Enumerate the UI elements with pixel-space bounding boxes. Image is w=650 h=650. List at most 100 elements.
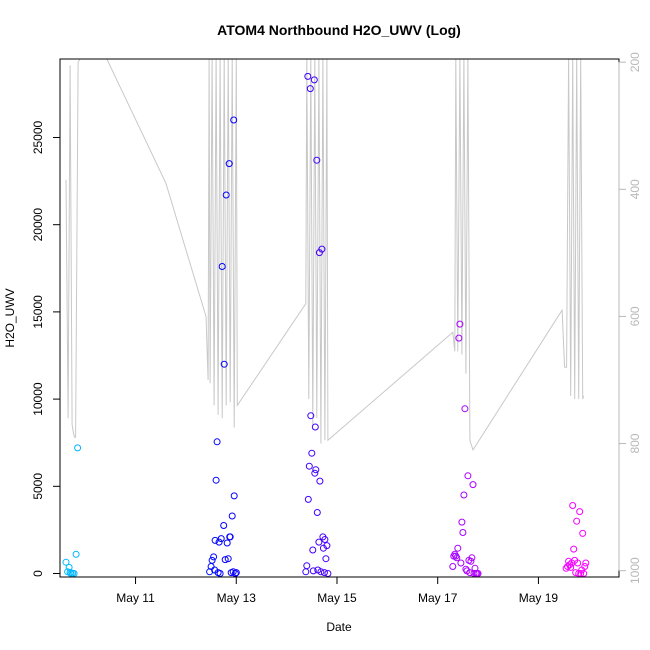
data-point (225, 160, 233, 168)
data-point (562, 564, 570, 572)
data-point (74, 444, 82, 452)
data-point (304, 72, 312, 80)
data-point (229, 568, 237, 576)
data-point (220, 522, 228, 529)
data-point (224, 555, 232, 563)
x-tick-label: May 13 (217, 591, 257, 605)
data-point (579, 529, 587, 537)
data-point (220, 360, 228, 368)
data-point (453, 554, 461, 562)
x-tick-label: May 19 (519, 591, 559, 605)
data-point (72, 550, 80, 558)
data-point (572, 569, 580, 577)
data-point (313, 509, 321, 516)
data-point (221, 556, 229, 564)
data-point (324, 570, 332, 577)
secondary-tick-label: 800 (628, 433, 642, 453)
data-point (215, 538, 223, 546)
data-point (313, 156, 321, 164)
data-point (569, 502, 577, 509)
y-tick-label: 5000 (31, 473, 45, 500)
data-point (232, 569, 240, 577)
x-tick-label: May 17 (418, 591, 458, 605)
data-point (564, 563, 572, 570)
x-tick-label: May 15 (317, 591, 357, 605)
data-point (454, 544, 462, 552)
y-axis-label: H2O_UWV (3, 288, 17, 347)
data-point (212, 476, 220, 484)
data-point (230, 492, 238, 500)
data-point (456, 320, 464, 328)
data-point (449, 563, 457, 570)
data-point (469, 481, 477, 489)
x-axis-label: Date (326, 620, 352, 634)
data-point (307, 412, 315, 420)
data-point (467, 557, 475, 565)
data-point (574, 559, 582, 567)
data-point (452, 552, 460, 560)
data-point (210, 553, 218, 561)
data-point (318, 245, 326, 253)
data-point (460, 491, 468, 499)
data-point (304, 495, 312, 503)
data-point (457, 559, 465, 567)
secondary-tick-label: 400 (628, 179, 642, 199)
data-point (576, 508, 584, 516)
y-tick-label: 10000 (31, 382, 45, 416)
data-point (310, 76, 318, 84)
y-tick-label: 15000 (31, 295, 45, 329)
data-point (213, 438, 221, 446)
data-point (303, 562, 311, 570)
data-point (462, 565, 470, 573)
data-point (320, 569, 328, 577)
secondary-series-layer (65, 59, 585, 452)
data-point (306, 85, 314, 93)
data-point (468, 554, 476, 562)
points-layer (62, 72, 590, 577)
data-point (458, 518, 466, 526)
data-point (309, 567, 317, 575)
data-point (308, 449, 316, 457)
data-point (321, 536, 329, 543)
data-point (208, 556, 216, 564)
data-point (302, 568, 310, 576)
secondary-tick-label: 600 (628, 306, 642, 326)
data-point (223, 539, 231, 547)
data-point (455, 334, 463, 342)
data-point (222, 191, 230, 199)
data-point (573, 517, 581, 525)
data-point (581, 563, 589, 570)
data-point (311, 469, 319, 477)
y-tick-label: 0 (31, 570, 45, 577)
x-tick-label: May 11 (116, 591, 155, 605)
y-tick-label: 20000 (31, 208, 45, 242)
data-point (322, 555, 330, 563)
data-point (317, 568, 325, 576)
data-point (459, 529, 467, 536)
secondary-tick-label: 200 (628, 52, 642, 72)
data-point (226, 533, 234, 541)
data-point (62, 558, 70, 566)
data-point (217, 535, 225, 543)
data-point (312, 466, 320, 474)
axes-layer: May 11 May 13 May 15 May 17 May 19 0 5000 10000… (31, 52, 642, 605)
secondary-tick-label: 1000 (628, 557, 642, 584)
data-point (461, 405, 469, 413)
secondary-series-line (65, 59, 585, 452)
data-point (305, 462, 313, 470)
data-point (316, 477, 324, 485)
data-point (65, 563, 73, 571)
data-point (228, 512, 236, 520)
data-point (567, 563, 575, 571)
data-point (230, 116, 238, 124)
chart-title: ATOM4 Northbound H2O_UWV (Log) (217, 22, 461, 38)
data-point (315, 538, 323, 546)
data-point (207, 563, 215, 570)
data-point (218, 263, 226, 270)
data-point (211, 536, 219, 544)
data-point (311, 423, 319, 431)
data-point (582, 559, 590, 567)
data-point (464, 472, 472, 480)
data-point (216, 570, 224, 577)
